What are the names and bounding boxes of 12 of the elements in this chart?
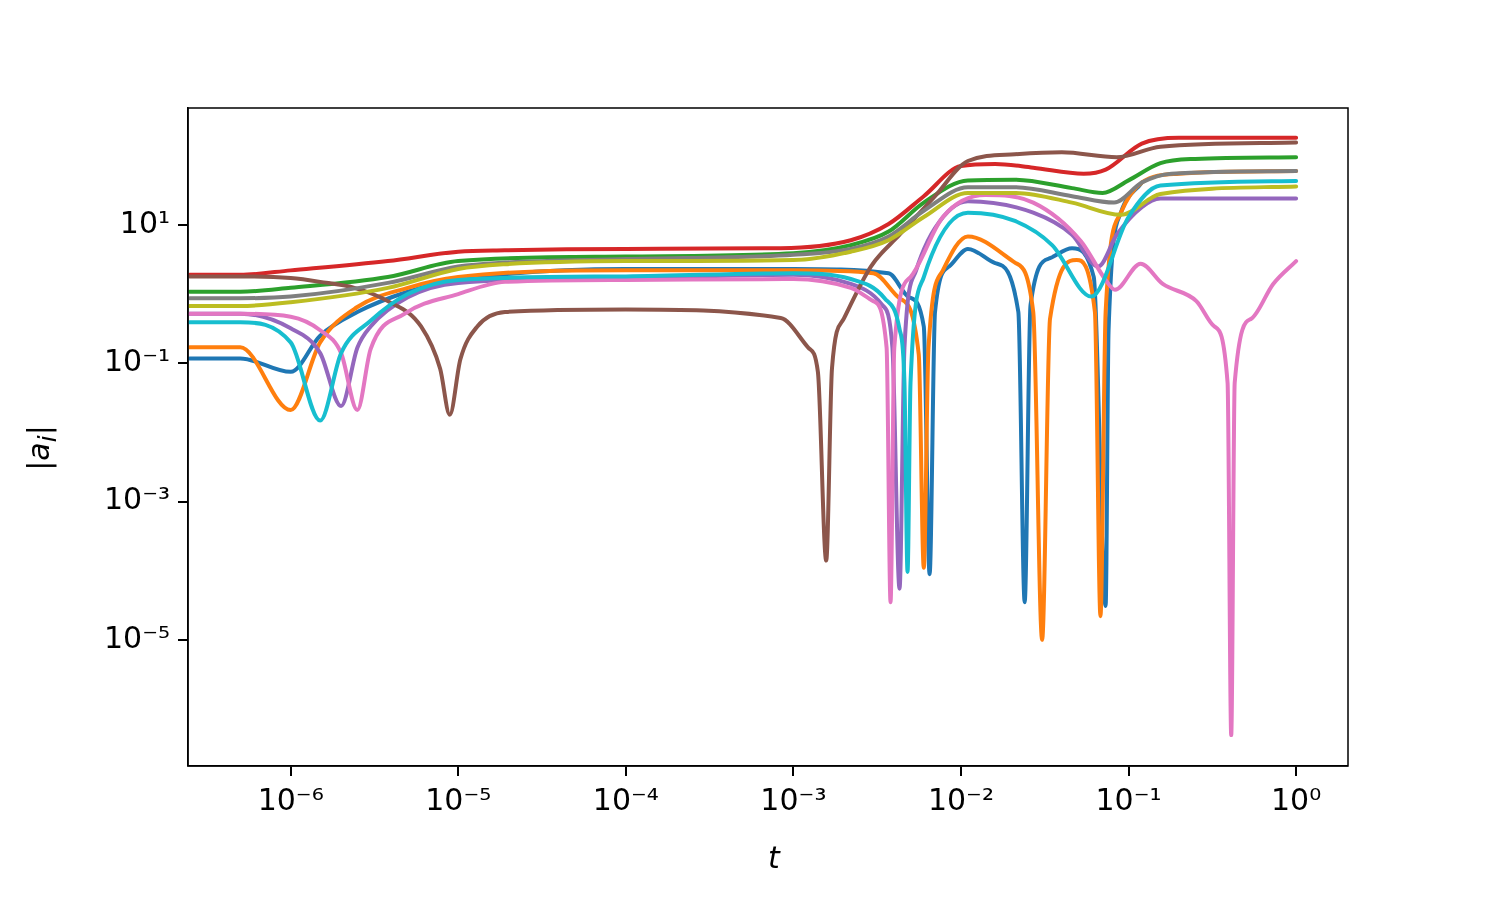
- x-tick-label: 10⁻²: [927, 781, 994, 817]
- y-tick-label: 10⁻¹: [103, 343, 170, 379]
- y-tick-label: 10¹: [119, 204, 170, 240]
- x-axis-title: t: [768, 840, 780, 875]
- x-tick-label: 10⁻⁵: [425, 781, 492, 817]
- y-tick-label: 10⁻⁵: [103, 619, 170, 655]
- x-tick-label: 10⁻¹: [1095, 781, 1162, 817]
- y-tick-label: 10⁻³: [103, 481, 170, 517]
- x-tick-label: 10⁰: [1271, 781, 1322, 817]
- x-tick-label: 10⁻³: [760, 781, 827, 817]
- x-tick-label: 10⁻⁶: [257, 781, 324, 817]
- x-tick-label: 10⁻⁴: [592, 781, 659, 817]
